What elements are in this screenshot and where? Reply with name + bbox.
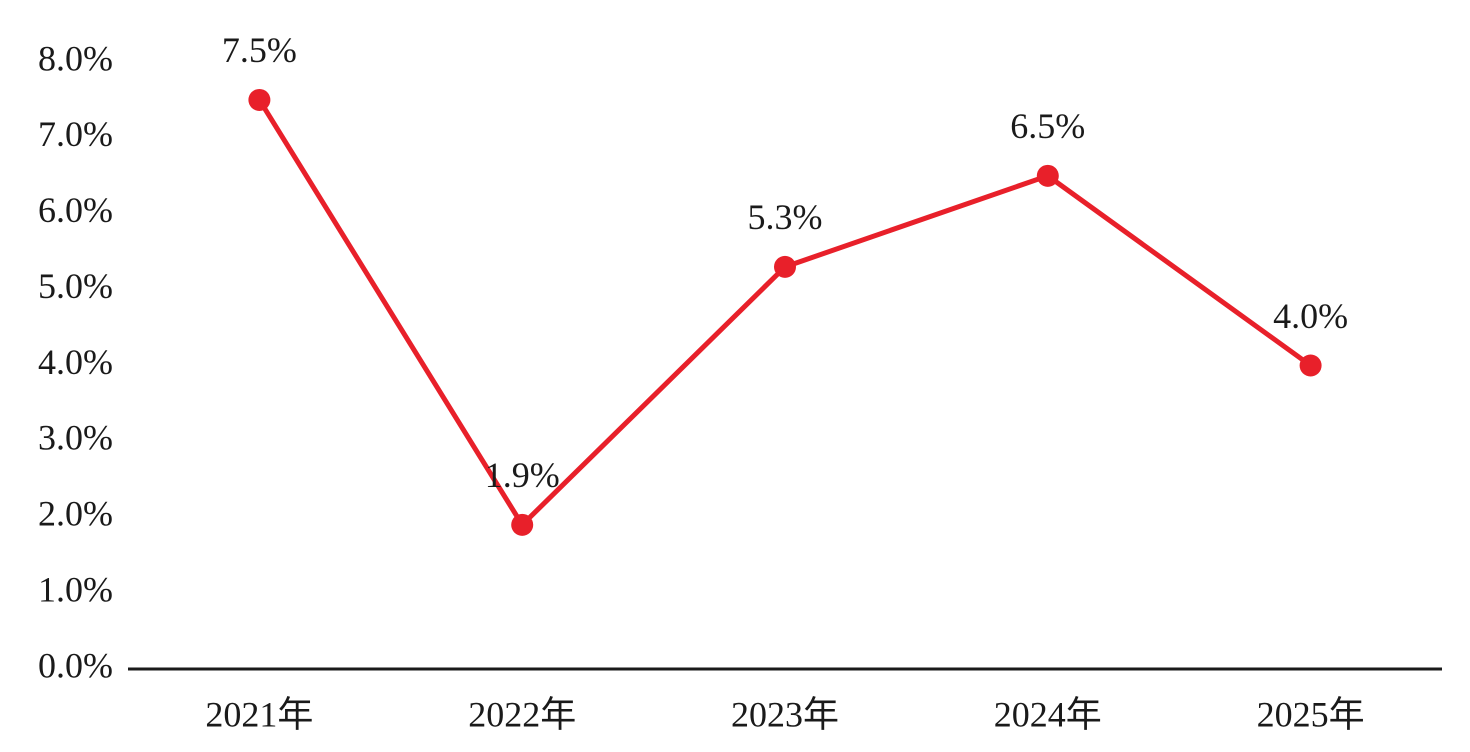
y-tick-label: 7.0%: [38, 114, 113, 154]
data-point: [774, 255, 796, 278]
x-tick-label: 2022年: [468, 694, 576, 734]
line: [257, 98, 1313, 528]
y-tick-label: 1.0%: [38, 569, 113, 609]
x-tick-label: 2023年: [731, 694, 839, 734]
data-label: 1.9%: [485, 455, 560, 495]
y-tick-label: 3.0%: [38, 418, 113, 458]
y-tick-label: 5.0%: [38, 266, 113, 306]
y-tick-label: 8.0%: [38, 38, 113, 78]
data-label: 6.5%: [1010, 106, 1085, 146]
data-point: [1036, 164, 1059, 187]
y-tick-label: 2.0%: [38, 494, 113, 534]
data-label: 5.3%: [748, 197, 823, 237]
x-tick-label: 2021年: [205, 694, 313, 734]
x-tick-label: 2025年: [1257, 694, 1365, 734]
y-tick-label: 4.0%: [38, 342, 113, 382]
data-point: [1299, 354, 1322, 377]
x-tick-label: 2024年: [994, 694, 1102, 734]
data-label: 4.0%: [1273, 296, 1348, 336]
data-point: [511, 513, 534, 536]
data-point: [248, 88, 271, 111]
data-label: 7.5%: [222, 30, 297, 70]
y-tick-label: 6.0%: [38, 190, 113, 230]
y-tick-label: 0.0%: [38, 645, 113, 685]
